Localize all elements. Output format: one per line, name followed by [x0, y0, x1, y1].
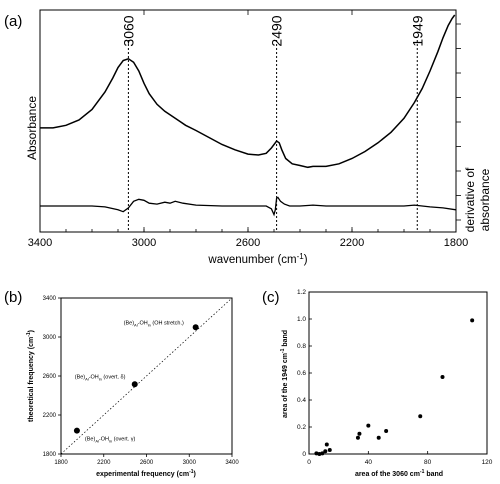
panel-b-point-label: (Be)Al-OHin (overt. γ) — [85, 437, 136, 444]
panel-c-x-axis-label: area of the 3060 cm-1 band — [355, 469, 443, 478]
panel-a-right-axis-label-line1: derivative of — [463, 167, 477, 232]
panel-c-x-axis-label-sup: -1 — [420, 469, 425, 475]
panel-c-y-tick-label: 1.0 — [297, 316, 306, 323]
panel-b-y-tick-label: 2600 — [43, 374, 57, 380]
panel-a-absorbance-line — [40, 14, 456, 169]
panel-a-right-axis-label-line2: absorbance — [478, 168, 492, 231]
panel-b-point-label-sub: in — [148, 322, 151, 327]
panel-c-point — [470, 318, 475, 323]
panel-c-y-axis-label-sup: -1 — [280, 348, 286, 353]
panel-b-point-label: (Be)Al-OHin (overt. δ) — [75, 374, 126, 381]
panel-b-point — [192, 324, 199, 331]
panel-c-point — [440, 375, 445, 380]
panel-b-point-label-sub: in — [109, 439, 112, 444]
panel-c-point — [324, 442, 329, 447]
panel-b-y-tick-label: 3400 — [43, 296, 57, 302]
panel-c-y-axis-label-text: area of the 1949 cm — [282, 353, 289, 418]
panel-b-point-label-sub: Al — [134, 322, 138, 327]
panel-b-x-tick-label: 3000 — [183, 460, 197, 466]
panel-a-peak-label: 2490 — [269, 15, 285, 46]
panel-a-x-axis-label: wavenumber (cm-1) — [207, 252, 307, 266]
panel-b-x-axis-label-end: ) — [194, 471, 196, 478]
panel-a-axes-frame — [39, 9, 457, 233]
panel-a-x-tick-label: 2200 — [340, 237, 364, 249]
panel-b-point-label: (Be)Al-OHin (OH stretch.) — [124, 320, 184, 327]
panel-a-chart: 3400 3000 2600 2200 1800 3060 2490 1949 Absorb… — [25, 9, 492, 266]
panel-a-label: (a) — [4, 13, 22, 30]
panel-c-y-tick-label: 0 — [302, 451, 306, 458]
panel-c-x-axis-label-end: band — [424, 471, 443, 478]
panel-b-point-label-sub: Al — [85, 376, 89, 381]
panel-b-x-axis-label: experimental frequency (cm-1) — [96, 469, 196, 478]
panel-a-y-axis-label: Absorbance — [25, 96, 39, 160]
panel-b-point-label-sub: in — [99, 376, 102, 381]
panel-b-point — [73, 427, 80, 434]
panel-b-point-label-part: -OH — [138, 320, 148, 326]
panel-a-peak-label: 1949 — [409, 15, 425, 46]
panel-b-point-label-part: (OH stretch.) — [151, 320, 184, 326]
panel-c-y-tick-label: 0.8 — [297, 343, 306, 350]
panel-a-x-tick-label: 3400 — [28, 237, 52, 249]
panel-c-x-axis-label-text: area of the 3060 cm — [355, 471, 420, 478]
panel-b-x-axis-label-text: experimental frequency (cm — [96, 471, 189, 478]
panel-c-point — [320, 451, 325, 456]
panel-b-label: (b) — [4, 289, 22, 306]
panel-b-point-label-sub: Al — [95, 439, 99, 444]
panel-a-x-tick-label: 1800 — [444, 237, 468, 249]
panel-b-point-label-part: (overt. δ) — [102, 374, 126, 380]
panel-b-x-axis-label-sup: -1 — [189, 469, 194, 475]
panel-c-chart: 0 40 80 120 0 0.2 0.4 0.6 0.8 1.0 1.2 area of the … — [280, 289, 493, 478]
panel-b-x-tick-label: 3400 — [225, 460, 239, 466]
panel-c-point — [366, 423, 371, 428]
panel-c-point — [357, 431, 362, 436]
panel-c-point — [323, 449, 328, 454]
panel-a-peak-label: 3060 — [120, 15, 136, 46]
panel-b-y-tick-label: 2200 — [43, 413, 57, 419]
panel-b-y-tick-label: 3000 — [43, 335, 57, 341]
panel-b-y-tick-label: 1800 — [43, 452, 57, 458]
panel-a-x-axis-label-text: wavenumber (cm — [207, 254, 296, 266]
panel-a-x-axis-label-sup: -1 — [297, 252, 305, 261]
panel-c-axes-frame — [308, 291, 488, 455]
panel-b-point-label-part: (Be) — [124, 320, 135, 326]
panel-c-x-tick-label: 120 — [482, 459, 493, 466]
panel-b-point — [131, 381, 138, 388]
panel-b-point-label-part: (Be) — [85, 437, 96, 443]
panel-b-x-tick-label: 2600 — [140, 460, 154, 466]
panel-a-x-tick-label: 3000 — [132, 237, 156, 249]
panel-c-point — [418, 414, 423, 419]
panel-c-y-tick-label: 0.6 — [297, 370, 306, 377]
panel-b-point-label-part: -OH — [89, 374, 99, 380]
panel-c-y-tick-label: 0.4 — [297, 397, 306, 404]
panel-b-y-axis-label: theoretical frequency (cm-1) — [26, 330, 35, 422]
panel-b-point-label-part: (Be) — [75, 374, 86, 380]
panel-c-y-tick-label: 1.2 — [297, 289, 306, 296]
panel-c-point — [376, 435, 381, 440]
panel-c-x-tick-label: 40 — [365, 459, 373, 466]
panel-c-x-tick-label: 0 — [307, 459, 311, 466]
panel-a-x-tick-label: 2600 — [236, 237, 260, 249]
panel-c-x-tick-label: 80 — [424, 459, 432, 466]
panel-c-y-tick-label: 0.2 — [297, 424, 306, 431]
panel-b-y-axis-label-text: theoretical frequency (cm — [28, 337, 35, 422]
panel-c-label: (c) — [262, 289, 280, 306]
panel-b-y-axis-label-sup: -1 — [26, 332, 32, 337]
panel-c-y-axis-label: area of the 1949 cm-1 band — [280, 330, 289, 418]
panel-a-derivative-line — [40, 196, 457, 217]
panel-b-y-axis-label-end: ) — [28, 330, 35, 332]
panel-a-x-axis-label-end: ) — [304, 254, 308, 266]
panel-b-chart: 1800 2200 2600 3000 3400 1800 2200 2600 3000 3400… — [26, 296, 239, 478]
panel-b-x-tick-label: 1800 — [54, 460, 68, 466]
panel-b-point-label-part: (overt. γ) — [112, 437, 135, 443]
panel-c-point — [327, 447, 332, 452]
panel-c-y-axis-label-end: band — [282, 330, 289, 349]
panel-b-point-label-part: -OH — [99, 437, 109, 443]
panel-b-reference-line — [60, 297, 233, 455]
panel-c-point — [384, 429, 389, 434]
panel-b-x-tick-label: 2200 — [97, 460, 111, 466]
panel-c-point — [355, 435, 360, 440]
